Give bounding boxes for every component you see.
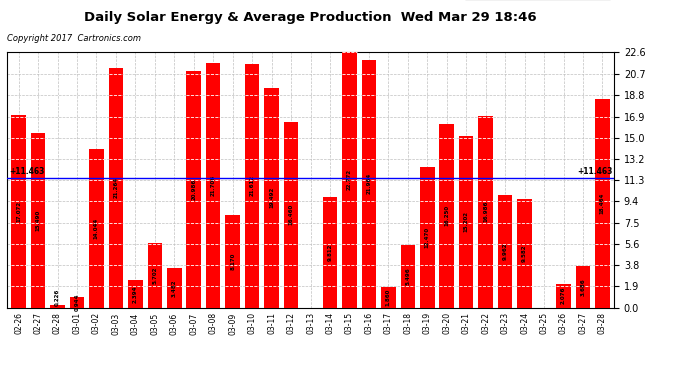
Text: 16.250: 16.250 bbox=[444, 205, 449, 226]
Bar bbox=[128, 280, 143, 308]
Text: 21.706: 21.706 bbox=[210, 174, 216, 196]
Text: 14.044: 14.044 bbox=[94, 217, 99, 239]
Text: 16.986: 16.986 bbox=[483, 201, 488, 222]
Bar bbox=[497, 195, 513, 308]
Bar bbox=[556, 284, 571, 308]
Text: 21.964: 21.964 bbox=[366, 173, 371, 194]
Bar bbox=[323, 197, 337, 308]
Bar bbox=[342, 51, 357, 308]
Bar bbox=[245, 64, 259, 308]
Text: 17.072: 17.072 bbox=[16, 201, 21, 222]
Text: 21.264: 21.264 bbox=[113, 177, 119, 198]
Text: 2.076: 2.076 bbox=[561, 287, 566, 304]
Text: 19.492: 19.492 bbox=[269, 187, 274, 208]
Text: 9.962: 9.962 bbox=[502, 243, 508, 260]
Text: 3.686: 3.686 bbox=[580, 278, 585, 296]
Text: 5.496: 5.496 bbox=[405, 268, 411, 285]
Bar bbox=[108, 68, 124, 308]
Text: 3.482: 3.482 bbox=[172, 279, 177, 297]
Bar bbox=[89, 149, 104, 308]
Text: 2.394: 2.394 bbox=[133, 285, 138, 303]
Text: 9.812: 9.812 bbox=[328, 243, 333, 261]
Bar bbox=[595, 99, 610, 308]
Bar bbox=[478, 116, 493, 308]
Text: 16.460: 16.460 bbox=[288, 204, 293, 225]
Bar bbox=[206, 63, 221, 308]
Bar bbox=[148, 243, 162, 308]
Bar bbox=[381, 286, 395, 308]
Bar bbox=[11, 115, 26, 308]
Bar bbox=[575, 266, 590, 308]
Text: 9.582: 9.582 bbox=[522, 245, 527, 262]
Text: 0.944: 0.944 bbox=[75, 293, 79, 311]
Bar bbox=[167, 268, 181, 308]
Text: 15.202: 15.202 bbox=[464, 211, 469, 232]
Bar bbox=[31, 133, 46, 308]
Bar bbox=[284, 122, 298, 308]
Text: Daily Solar Energy & Average Production  Wed Mar 29 18:46: Daily Solar Energy & Average Production … bbox=[84, 11, 537, 24]
Bar bbox=[459, 136, 473, 308]
Bar bbox=[420, 167, 435, 308]
Text: 15.490: 15.490 bbox=[36, 210, 41, 231]
Text: 5.702: 5.702 bbox=[152, 267, 157, 284]
Text: 18.464: 18.464 bbox=[600, 193, 605, 214]
Bar bbox=[518, 200, 532, 308]
Bar bbox=[440, 124, 454, 308]
Text: 22.772: 22.772 bbox=[347, 168, 352, 190]
Text: 20.986: 20.986 bbox=[191, 178, 196, 200]
Bar bbox=[362, 60, 376, 308]
Bar bbox=[186, 71, 201, 308]
Text: +11.463: +11.463 bbox=[577, 168, 612, 177]
Text: Copyright 2017  Cartronics.com: Copyright 2017 Cartronics.com bbox=[7, 34, 141, 43]
Text: +11.463: +11.463 bbox=[9, 168, 44, 177]
Text: 1.860: 1.860 bbox=[386, 288, 391, 306]
Bar bbox=[50, 305, 65, 308]
Bar bbox=[226, 215, 240, 308]
Bar bbox=[264, 88, 279, 308]
Text: 12.470: 12.470 bbox=[425, 226, 430, 248]
Bar bbox=[70, 297, 84, 307]
Text: 21.612: 21.612 bbox=[250, 175, 255, 196]
Text: 0.226: 0.226 bbox=[55, 289, 60, 306]
Text: 8.170: 8.170 bbox=[230, 253, 235, 270]
Bar bbox=[400, 246, 415, 308]
